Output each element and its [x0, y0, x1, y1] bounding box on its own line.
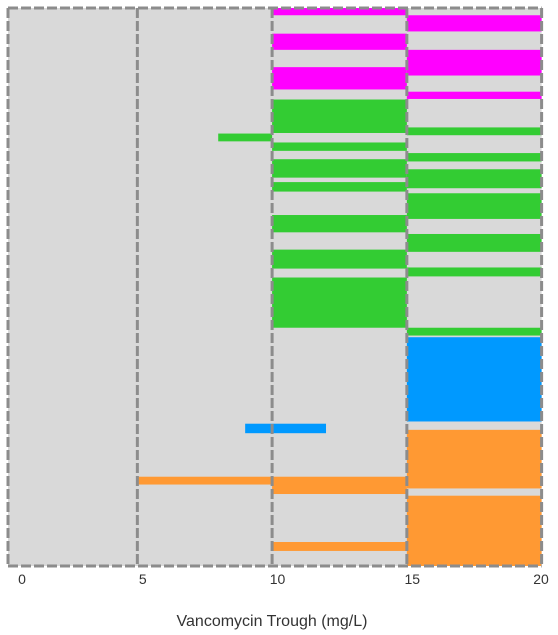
bar-green-3: [272, 99, 407, 133]
x-tick-label-10: 10: [270, 571, 286, 587]
bar-green-21: [406, 193, 542, 219]
bar-green-19: [406, 153, 542, 162]
bar-orange-14: [272, 542, 407, 551]
bar-green-22: [406, 233, 542, 252]
bar-magenta-16: [406, 49, 542, 76]
x-tick-label-15: 15: [404, 571, 420, 587]
bar-orange-27: [406, 495, 542, 566]
bar-green-4: [272, 142, 407, 151]
bar-green-6: [272, 182, 407, 192]
bars-layer: [137, 8, 542, 566]
bar-green-7: [272, 215, 407, 233]
x-tick-label-5: 5: [139, 571, 147, 587]
bar-green-8: [272, 249, 407, 269]
bar-orange-12: [137, 476, 273, 485]
bar-orange-13: [272, 476, 407, 495]
bar-green-20: [406, 169, 542, 189]
bar-magenta-0: [272, 8, 407, 16]
bar-green-18: [406, 127, 542, 136]
bar-green-10: [218, 133, 273, 142]
x-tick-label-0: 0: [18, 571, 26, 587]
separators-layer: [6, 6, 544, 568]
x-tick-label-20: 20: [533, 571, 549, 587]
bar-green-23: [406, 267, 542, 277]
bar-green-9: [272, 277, 407, 328]
x-axis-ticks: 0 5 10 15 20: [18, 571, 549, 587]
bar-magenta-15: [406, 15, 542, 32]
bar-green-5: [272, 159, 407, 178]
bar-green-24: [406, 327, 542, 336]
bar-magenta-17: [406, 91, 542, 99]
bar-blue-11: [245, 423, 327, 434]
x-axis-title: Vancomycin Trough (mg/L): [177, 613, 368, 630]
bar-magenta-2: [272, 67, 407, 90]
bar-blue-25: [406, 337, 542, 422]
bar-magenta-1: [272, 33, 407, 50]
bar-orange-26: [406, 429, 542, 489]
